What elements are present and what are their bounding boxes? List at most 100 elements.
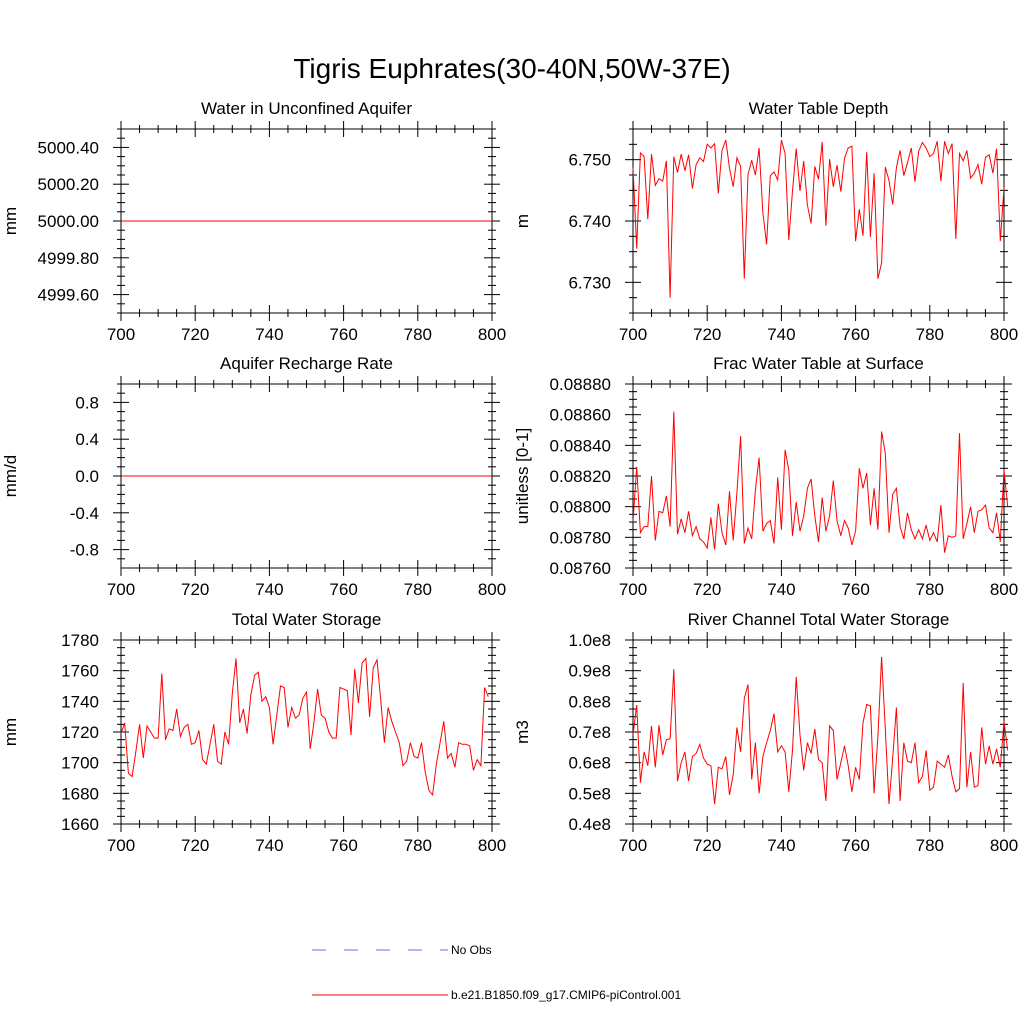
x-tick-label: 760 bbox=[841, 836, 869, 855]
x-tick-label: 740 bbox=[767, 580, 795, 599]
y-tick-label: 1700 bbox=[61, 754, 99, 773]
panels: Water in Unconfined Aquifer mm 700 720 740 76… bbox=[1, 99, 1018, 855]
y-tick-label: 1660 bbox=[61, 815, 99, 834]
y-tick-label: 1680 bbox=[61, 784, 99, 803]
x-tick-label: 720 bbox=[181, 325, 209, 344]
series-line bbox=[632, 139, 1005, 298]
legend: No Obs b.e21.B1850.f09_g17.CMIP6-piContr… bbox=[312, 943, 681, 1002]
y-tick-label: 0.08840 bbox=[550, 436, 611, 455]
y-tick-label: 1740 bbox=[61, 692, 99, 711]
legend-model-label: b.e21.B1850.f09_g17.CMIP6-piControl.001 bbox=[451, 988, 681, 1002]
x-tick-label: 780 bbox=[916, 580, 944, 599]
panel-title: Total Water Storage bbox=[232, 610, 382, 629]
x-tick-label: 800 bbox=[990, 836, 1018, 855]
plot-frame bbox=[632, 639, 1005, 825]
y-tick-label: 4999.80 bbox=[38, 249, 99, 268]
panel-2: Water Table Depth m 700 720 740 760 780 800 6.73… bbox=[513, 99, 1018, 344]
x-tick-label: 740 bbox=[767, 836, 795, 855]
panel-5: Total Water Storage mm 700 720 740 760 780 800 1… bbox=[1, 610, 506, 855]
x-tick-label: 700 bbox=[107, 325, 135, 344]
panel-4: Frac Water Table at Surface unitless [0-1… bbox=[513, 354, 1018, 599]
panel-title: Water Table Depth bbox=[749, 99, 889, 118]
y-tick-label: 5000.00 bbox=[38, 212, 99, 231]
y-tick-label: 0.7e8 bbox=[568, 723, 611, 742]
x-tick-label: 780 bbox=[916, 325, 944, 344]
x-tick-label: 740 bbox=[255, 836, 283, 855]
x-tick-label: 780 bbox=[404, 580, 432, 599]
y-axis-label: m bbox=[513, 214, 532, 228]
x-tick-label: 760 bbox=[841, 325, 869, 344]
y-tick-label: 0.8e8 bbox=[568, 692, 611, 711]
y-tick-label: 0.4 bbox=[75, 430, 99, 449]
x-tick-label: 780 bbox=[404, 325, 432, 344]
y-axis-label: mm/d bbox=[1, 455, 20, 498]
y-tick-label: 1780 bbox=[61, 631, 99, 650]
series-line bbox=[120, 657, 489, 797]
x-tick-label: 700 bbox=[619, 836, 647, 855]
y-tick-label: 0.08860 bbox=[550, 406, 611, 425]
panel-3: Aquifer Recharge Rate mm/d 700 720 740 760 780… bbox=[1, 354, 506, 599]
legend-obs-label: No Obs bbox=[451, 943, 492, 957]
panel-title: River Channel Total Water Storage bbox=[688, 610, 950, 629]
y-tick-label: 0.9e8 bbox=[568, 662, 611, 681]
series-line bbox=[632, 411, 1009, 553]
panel-title: Aquifer Recharge Rate bbox=[220, 354, 393, 373]
plot-frame bbox=[120, 639, 493, 825]
y-axis-label: mm bbox=[1, 718, 20, 746]
y-tick-label: 0.08820 bbox=[550, 467, 611, 486]
y-tick-label: 0.08880 bbox=[550, 375, 611, 394]
y-axis-label: unitless [0-1] bbox=[513, 428, 532, 524]
y-tick-label: 5000.40 bbox=[38, 138, 99, 157]
y-tick-label: 0.8 bbox=[75, 393, 99, 412]
y-tick-label: 5000.20 bbox=[38, 175, 99, 194]
y-tick-label: 0.4e8 bbox=[568, 815, 611, 834]
y-tick-label: 1.0e8 bbox=[568, 631, 611, 650]
y-tick-label: 0.6e8 bbox=[568, 754, 611, 773]
x-tick-label: 800 bbox=[478, 580, 506, 599]
x-tick-label: 800 bbox=[990, 325, 1018, 344]
x-tick-label: 700 bbox=[107, 836, 135, 855]
x-tick-label: 700 bbox=[107, 580, 135, 599]
x-tick-label: 760 bbox=[329, 325, 357, 344]
y-tick-label: 6.730 bbox=[568, 273, 611, 292]
x-tick-label: 780 bbox=[404, 836, 432, 855]
figure-title: Tigris Euphrates(30-40N,50W-37E) bbox=[293, 53, 730, 84]
y-tick-label: 0.5e8 bbox=[568, 784, 611, 803]
y-axis-label: mm bbox=[1, 207, 20, 235]
x-tick-label: 800 bbox=[478, 836, 506, 855]
x-tick-label: 720 bbox=[693, 836, 721, 855]
x-tick-label: 720 bbox=[181, 580, 209, 599]
y-axis-label: m3 bbox=[513, 720, 532, 744]
y-tick-label: 1760 bbox=[61, 662, 99, 681]
x-tick-label: 760 bbox=[329, 580, 357, 599]
y-tick-label: 6.740 bbox=[568, 212, 611, 231]
y-tick-label: 4999.60 bbox=[38, 286, 99, 305]
x-tick-label: 780 bbox=[916, 836, 944, 855]
y-tick-label: -0.4 bbox=[70, 504, 99, 523]
x-tick-label: 720 bbox=[693, 325, 721, 344]
panel-title: Frac Water Table at Surface bbox=[713, 354, 924, 373]
x-tick-label: 760 bbox=[329, 836, 357, 855]
y-tick-label: 0.08800 bbox=[550, 498, 611, 517]
x-tick-label: 700 bbox=[619, 580, 647, 599]
y-tick-label: -0.8 bbox=[70, 541, 99, 560]
series-line bbox=[632, 656, 1009, 805]
y-tick-label: 1720 bbox=[61, 723, 99, 742]
panel-6: River Channel Total Water Storage m3 700 72… bbox=[513, 610, 1018, 855]
x-tick-label: 740 bbox=[255, 580, 283, 599]
x-tick-label: 700 bbox=[619, 325, 647, 344]
x-tick-label: 720 bbox=[693, 580, 721, 599]
y-tick-label: 6.750 bbox=[568, 151, 611, 170]
panel-title: Water in Unconfined Aquifer bbox=[201, 99, 412, 118]
x-tick-label: 800 bbox=[990, 580, 1018, 599]
panel-1: Water in Unconfined Aquifer mm 700 720 740 76… bbox=[1, 99, 506, 344]
y-tick-label: 0.08760 bbox=[550, 559, 611, 578]
x-tick-label: 800 bbox=[478, 325, 506, 344]
y-tick-label: 0.0 bbox=[75, 467, 99, 486]
x-tick-label: 740 bbox=[767, 325, 795, 344]
x-tick-label: 760 bbox=[841, 580, 869, 599]
x-tick-label: 720 bbox=[181, 836, 209, 855]
x-tick-label: 740 bbox=[255, 325, 283, 344]
y-tick-label: 0.08780 bbox=[550, 528, 611, 547]
